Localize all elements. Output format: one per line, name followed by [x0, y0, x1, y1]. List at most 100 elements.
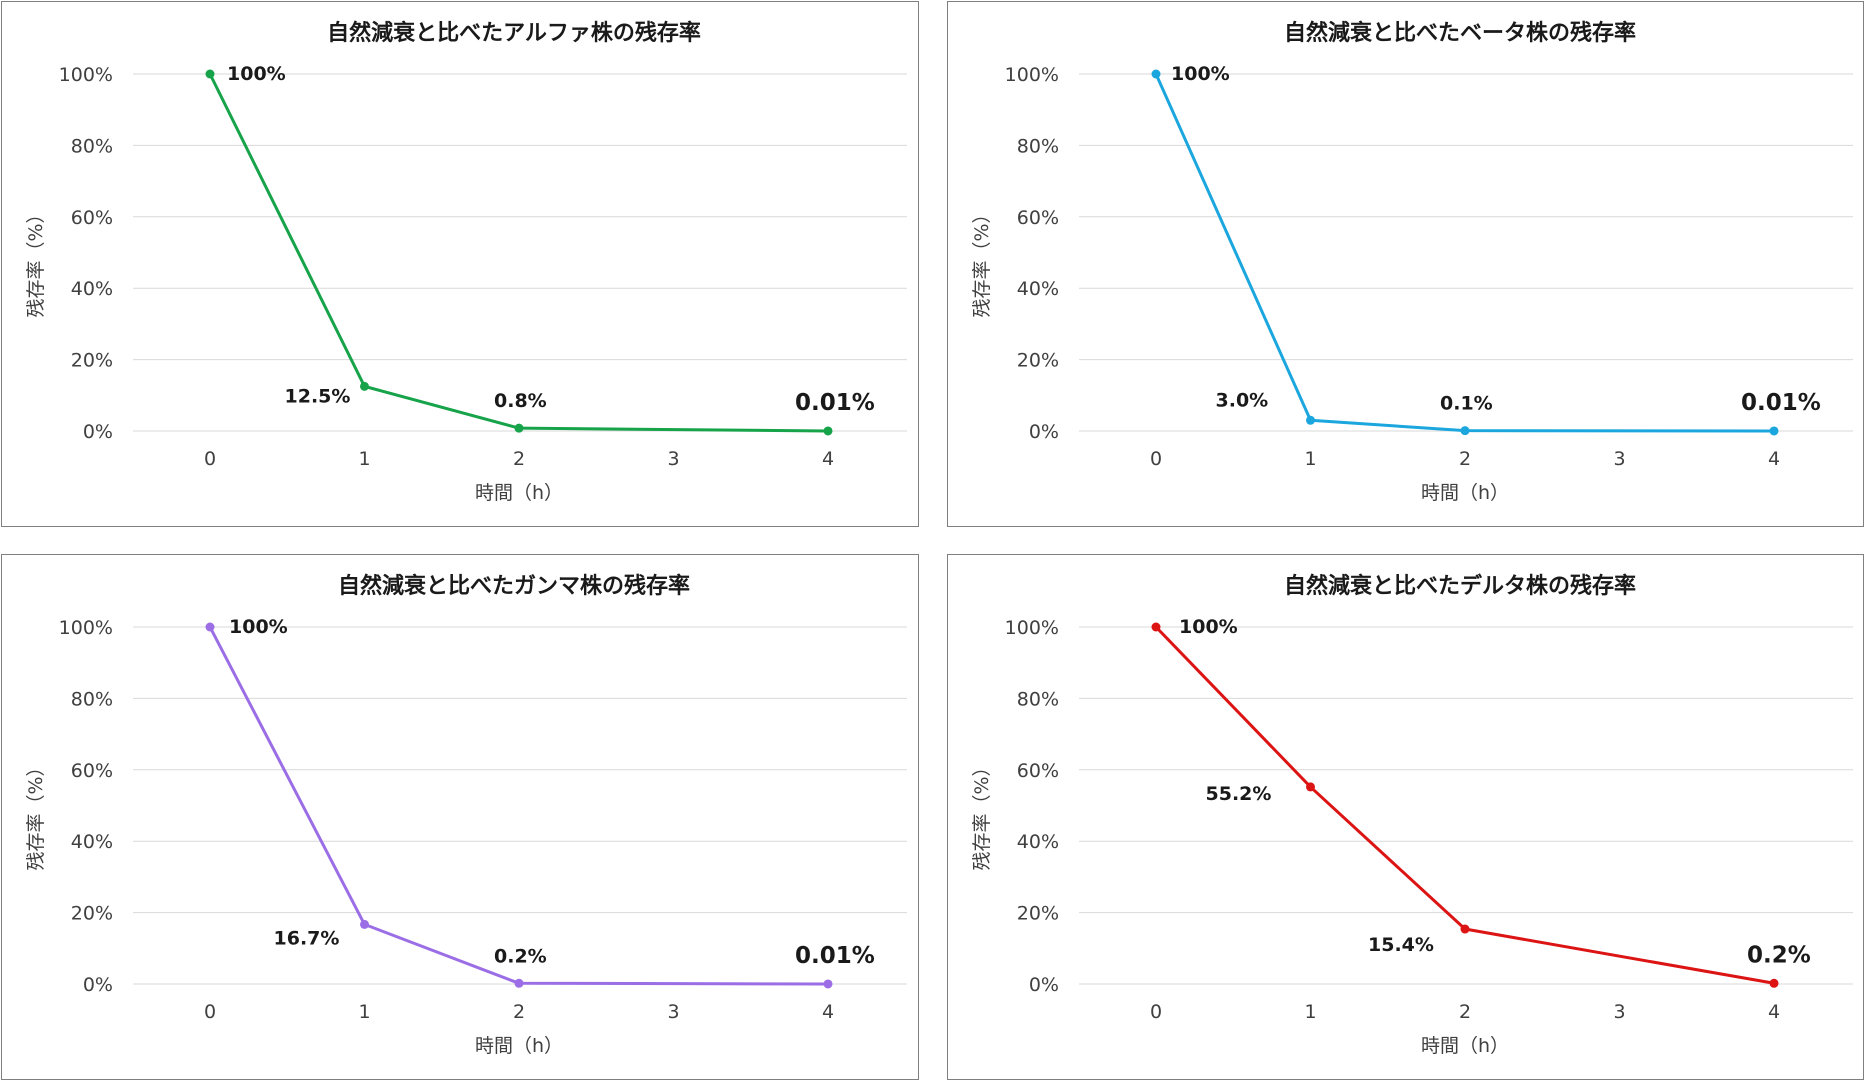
x-tick-label: 4 — [1768, 1001, 1780, 1023]
x-tick-label: 0 — [204, 1001, 216, 1023]
x-tick-label: 4 — [1768, 448, 1780, 470]
data-label: 0.1% — [1440, 393, 1493, 415]
data-label: 15.4% — [1368, 934, 1434, 956]
x-tick-label: 0 — [1150, 1001, 1162, 1023]
x-tick-label: 2 — [1459, 448, 1471, 470]
data-point — [1769, 426, 1779, 436]
data-point — [1460, 426, 1470, 436]
data-label: 12.5% — [285, 385, 351, 407]
data-point — [514, 978, 524, 988]
y-axis-label: 残存率（%） — [971, 757, 993, 870]
data-label: 0.8% — [494, 390, 547, 412]
chart-panel-delta: 0% 20% 40% 60% 80% 100% 0 1 2 3 4 自然減衰と比べたデルタ株の残存率時… — [947, 554, 1864, 1080]
data-label: 0.2% — [1747, 942, 1811, 968]
x-tick-label: 3 — [1613, 448, 1625, 470]
y-tick-label: 100% — [1005, 64, 1059, 86]
data-label: 55.2% — [1206, 783, 1272, 805]
data-label: 0.01% — [1741, 390, 1821, 416]
chart-panel-alpha: 0% 20% 40% 60% 80% 100% 0 1 2 3 4 自然減衰と比べたアルファ株の残存率… — [1, 1, 919, 527]
y-tick-label: 60% — [71, 760, 113, 782]
data-point — [205, 69, 215, 79]
x-tick-label: 4 — [822, 448, 834, 470]
x-tick-label: 0 — [1150, 448, 1162, 470]
y-tick-label: 20% — [1017, 350, 1059, 372]
y-tick-label: 60% — [1017, 207, 1059, 229]
x-tick-label: 1 — [358, 448, 370, 470]
line-chart: 0% 20% 40% 60% 80% 100% 0 1 2 3 4 自然減衰と比べたガンマ株の残存率時… — [25, 573, 907, 1057]
x-tick-label: 3 — [667, 1001, 679, 1023]
y-tick-label: 80% — [71, 688, 113, 710]
x-axis-label: 時間（h） — [1421, 482, 1509, 504]
chart-title: 自然減衰と比べたデルタ株の残存率 — [1284, 573, 1636, 599]
chart-title: 自然減衰と比べたアルファ株の残存率 — [327, 20, 701, 46]
x-tick-label: 3 — [667, 448, 679, 470]
y-tick-label: 40% — [1017, 278, 1059, 300]
data-point — [205, 622, 215, 632]
x-axis-label: 時間（h） — [475, 1035, 563, 1057]
y-tick-label: 20% — [71, 903, 113, 925]
chart-panel-beta: 0% 20% 40% 60% 80% 100% 0 1 2 3 4 自然減衰と比べたベータ株の残存率時… — [947, 1, 1864, 527]
chart-title: 自然減衰と比べたベータ株の残存率 — [1284, 20, 1636, 46]
chart-title: 自然減衰と比べたガンマ株の残存率 — [338, 573, 690, 599]
x-tick-label: 2 — [1459, 1001, 1471, 1023]
y-tick-label: 40% — [1017, 831, 1059, 853]
series-line — [1154, 625, 1775, 985]
x-tick-label: 0 — [204, 448, 216, 470]
x-tick-label: 4 — [822, 1001, 834, 1023]
y-tick-label: 80% — [1017, 135, 1059, 157]
chart-panel-gamma: 0% 20% 40% 60% 80% 100% 0 1 2 3 4 自然減衰と比べたガンマ株の残存率時… — [1, 554, 919, 1080]
y-axis-label: 残存率（%） — [25, 757, 47, 870]
y-tick-label: 60% — [71, 207, 113, 229]
data-label: 100% — [1171, 63, 1230, 85]
data-point — [1460, 924, 1470, 934]
y-tick-label: 100% — [1005, 617, 1059, 639]
data-point — [360, 381, 369, 391]
y-tick-label: 60% — [1017, 760, 1059, 782]
data-point — [514, 423, 524, 433]
x-tick-label: 2 — [513, 448, 525, 470]
y-tick-label: 0% — [1029, 421, 1059, 443]
data-label: 100% — [227, 63, 286, 85]
data-point — [1306, 415, 1315, 425]
series-line — [208, 626, 829, 986]
line-chart: 0% 20% 40% 60% 80% 100% 0 1 2 3 4 自然減衰と比べたベータ株の残存率時… — [971, 20, 1853, 504]
data-label: 3.0% — [1216, 389, 1269, 411]
data-point — [1769, 978, 1779, 988]
y-tick-label: 40% — [71, 278, 113, 300]
y-tick-label: 100% — [59, 617, 113, 639]
x-tick-label: 1 — [1304, 1001, 1316, 1023]
data-label: 100% — [1179, 616, 1238, 638]
y-tick-label: 0% — [83, 974, 113, 996]
data-point — [823, 979, 833, 989]
y-tick-label: 20% — [1017, 903, 1059, 925]
x-tick-label: 1 — [1304, 448, 1316, 470]
y-axis-label: 残存率（%） — [25, 204, 47, 317]
data-point — [1151, 622, 1161, 632]
data-label: 100% — [229, 616, 288, 638]
series-line — [1154, 73, 1775, 433]
data-label: 0.01% — [795, 390, 875, 416]
line-chart: 0% 20% 40% 60% 80% 100% 0 1 2 3 4 自然減衰と比べたデルタ株の残存率時… — [971, 573, 1853, 1057]
y-tick-label: 40% — [71, 831, 113, 853]
y-tick-label: 0% — [83, 421, 113, 443]
data-point — [1306, 782, 1315, 792]
data-label: 0.2% — [494, 945, 547, 967]
data-point — [360, 919, 369, 929]
data-point — [1151, 69, 1161, 79]
y-tick-label: 0% — [1029, 974, 1059, 996]
line-chart: 0% 20% 40% 60% 80% 100% 0 1 2 3 4 自然減衰と比べたアルファ株の残存率… — [25, 20, 907, 504]
y-tick-label: 80% — [71, 135, 113, 157]
data-label: 16.7% — [274, 927, 340, 949]
data-label: 0.01% — [795, 943, 875, 969]
x-tick-label: 3 — [1613, 1001, 1625, 1023]
x-axis-label: 時間（h） — [1421, 1035, 1509, 1057]
x-tick-label: 2 — [513, 1001, 525, 1023]
data-point — [823, 426, 833, 436]
y-tick-label: 100% — [59, 64, 113, 86]
x-tick-label: 1 — [358, 1001, 370, 1023]
y-tick-label: 20% — [71, 350, 113, 372]
y-axis-label: 残存率（%） — [971, 204, 993, 317]
series-line — [208, 73, 829, 433]
x-axis-label: 時間（h） — [475, 482, 563, 504]
y-tick-label: 80% — [1017, 688, 1059, 710]
